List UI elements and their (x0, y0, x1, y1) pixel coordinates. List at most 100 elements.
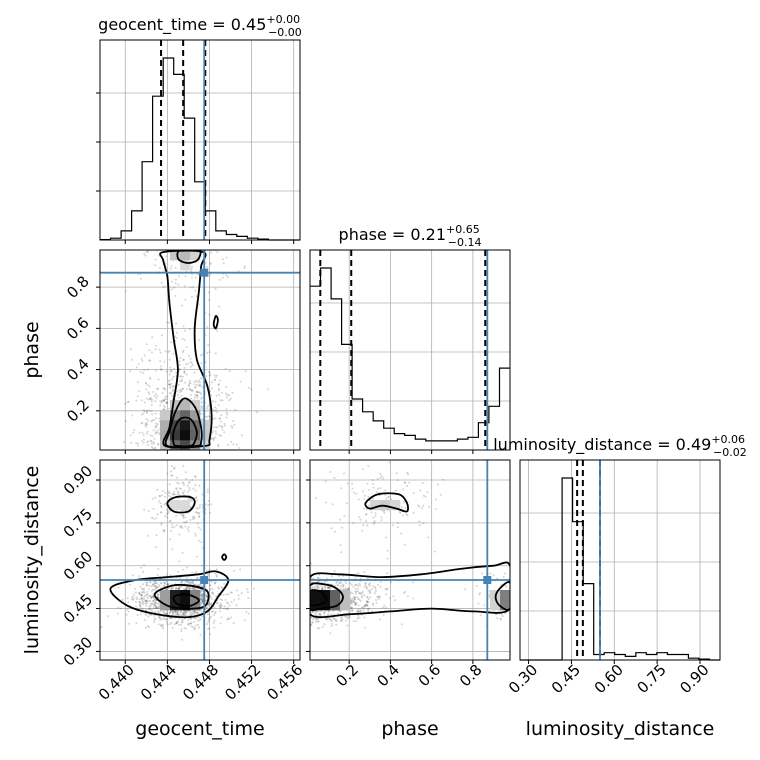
scatter-point (170, 587, 173, 590)
scatter-point (153, 601, 156, 604)
scatter-point (151, 609, 153, 612)
scatter-point (170, 621, 173, 624)
scatter-point (171, 610, 174, 613)
scatter-point (170, 617, 173, 620)
scatter-point (201, 407, 204, 410)
scatter-point (200, 397, 203, 400)
scatter-point (395, 489, 398, 492)
scatter-point (166, 583, 169, 586)
density-cell (170, 410, 181, 421)
scatter-point (177, 497, 180, 500)
scatter-point (406, 471, 409, 474)
scatter-point (347, 611, 350, 614)
scatter-point (173, 526, 176, 528)
scatter-point (187, 526, 190, 529)
scatter-point (371, 610, 373, 613)
scatter-point (357, 611, 360, 613)
scatter-point (354, 583, 357, 586)
panel-frame-2d (309, 459, 511, 661)
scatter-point (184, 614, 187, 617)
scatter-point (167, 351, 170, 354)
scatter-point (185, 577, 188, 580)
scatter-point (166, 611, 169, 614)
scatter-point (372, 602, 374, 605)
scatter-point (145, 581, 148, 584)
scatter-point (378, 595, 381, 598)
scatter-point (178, 577, 181, 580)
scatter-point (129, 583, 131, 586)
scatter-point (439, 493, 442, 496)
scatter-point (181, 614, 184, 617)
scatter-point (214, 610, 217, 613)
scatter-point (163, 269, 166, 272)
scatter-point (191, 276, 193, 279)
scatter-point (344, 587, 347, 590)
scatter-point (219, 598, 222, 601)
contour-line (159, 250, 213, 449)
scatter-point (173, 623, 176, 626)
scatter-point (170, 265, 173, 268)
scatter-point (182, 325, 185, 328)
scatter-point (200, 541, 203, 544)
scatter-point (372, 486, 375, 489)
scatter-point (168, 379, 171, 382)
scatter-point (356, 617, 359, 620)
density-cell (200, 430, 211, 441)
scatter-point (234, 408, 237, 411)
scatter-point (204, 375, 207, 378)
scatter-point (200, 610, 203, 613)
scatter-point (169, 495, 172, 498)
scatter-point (155, 586, 158, 589)
scatter-point (152, 600, 155, 603)
scatter-point (357, 610, 360, 613)
scatter-point (141, 431, 144, 434)
scatter-point (428, 505, 430, 508)
title-plus: +0.00 (266, 13, 300, 26)
scatter-point (138, 592, 141, 595)
scatter-point (335, 623, 338, 626)
density-cell (160, 420, 171, 431)
scatter-point (158, 494, 161, 497)
scatter-point (217, 389, 220, 392)
scatter-point (350, 583, 353, 586)
scatter-point (371, 497, 374, 500)
scatter-point (223, 422, 226, 425)
scatter-point (164, 492, 167, 495)
scatter-point (150, 398, 153, 401)
scatter-point (318, 573, 321, 576)
scatter-point (211, 592, 214, 594)
scatter-point (155, 605, 158, 608)
scatter-point (422, 494, 425, 497)
scatter-point (492, 574, 495, 577)
scatter-point (337, 584, 340, 587)
scatter-point (199, 384, 202, 387)
scatter-point (181, 337, 184, 340)
scatter-point (227, 443, 229, 446)
scatter-point (182, 387, 185, 390)
scatter-point (199, 391, 202, 394)
scatter-point (205, 606, 208, 609)
scatter-point (179, 525, 182, 528)
scatter-point (346, 617, 349, 620)
scatter-point (195, 295, 198, 298)
scatter-point (208, 569, 211, 572)
scatter-point (152, 584, 154, 587)
scatter-point (176, 393, 179, 396)
scatter-point (502, 576, 505, 578)
scatter-point (183, 611, 186, 614)
scatter-point (201, 590, 204, 592)
density-cell (180, 410, 191, 421)
scatter-point (164, 582, 167, 585)
scatter-point (196, 584, 199, 587)
scatter-point (154, 400, 157, 403)
scatter-point (340, 584, 342, 587)
scatter-point (321, 588, 323, 591)
scatter-point (168, 483, 171, 486)
scatter-point (170, 378, 173, 381)
scatter-point (177, 588, 180, 591)
scatter-point (140, 594, 143, 597)
scatter-point (344, 619, 347, 622)
scatter-point (217, 384, 220, 386)
scatter-point (153, 610, 156, 613)
scatter-point (394, 599, 396, 602)
